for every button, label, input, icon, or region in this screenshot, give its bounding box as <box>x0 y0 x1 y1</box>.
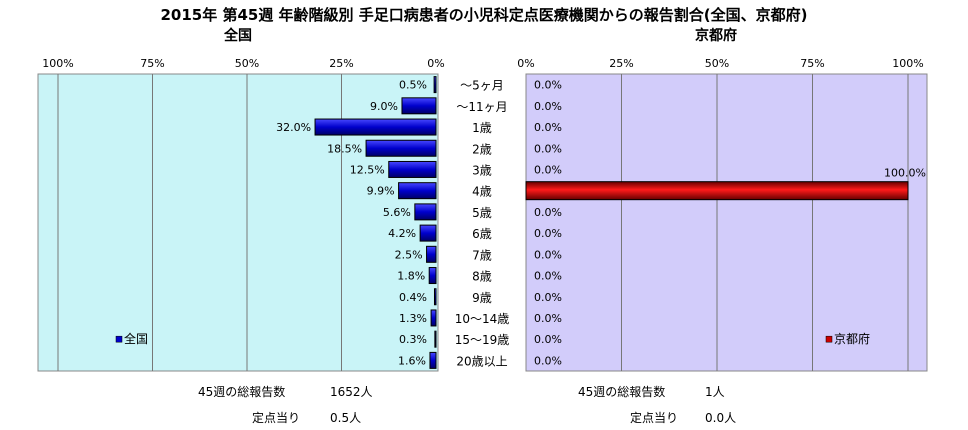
national-value-label: 18.5% <box>327 142 362 155</box>
national-bar <box>426 245 437 263</box>
national-value-label: 5.6% <box>383 206 411 219</box>
category-label: 3歳 <box>472 163 492 177</box>
kyoto-tick-label: 0% <box>517 57 534 70</box>
national-bar <box>428 267 437 285</box>
kyoto-total-value: 1人 <box>705 385 725 399</box>
kyoto-tick-label: 50% <box>705 57 729 70</box>
national-total-value: 1652人 <box>330 385 373 399</box>
national-tick-label: 0% <box>427 57 444 70</box>
national-value-label: 12.5% <box>350 163 385 176</box>
national-total-label: 45週の総報告数 <box>198 385 286 399</box>
national-bar <box>314 118 437 136</box>
kyoto-value-label: 0.0% <box>534 270 562 283</box>
kyoto-value-label: 0.0% <box>534 248 562 261</box>
category-label: 9歳 <box>472 291 492 305</box>
kyoto-value-label: 0.0% <box>534 333 562 346</box>
kyoto-value-label: 0.0% <box>534 100 562 113</box>
national-value-label: 4.2% <box>388 227 416 240</box>
kyoto-bar <box>525 181 909 201</box>
kyoto-per-value: 0.0人 <box>705 411 737 425</box>
national-bar <box>434 330 437 348</box>
national-bar <box>388 160 437 178</box>
kyoto-value-label: 0.0% <box>534 206 562 219</box>
national-tick-label: 75% <box>140 57 164 70</box>
national-bar <box>414 203 437 221</box>
national-tick-label: 50% <box>235 57 259 70</box>
kyoto-value-label: 0.0% <box>534 312 562 325</box>
kyoto-tick-label: 100% <box>892 57 923 70</box>
kyoto-legend-swatch <box>825 335 833 343</box>
national-bar <box>365 139 437 157</box>
category-label: 6歳 <box>472 227 492 241</box>
kyoto-tick-label: 75% <box>800 57 824 70</box>
category-label: 2歳 <box>472 142 492 156</box>
category-label: 15〜19歳 <box>455 333 510 347</box>
national-tick-label: 100% <box>42 57 73 70</box>
kyoto-value-label: 0.0% <box>534 79 562 92</box>
kyoto-panel-title: 京都府 <box>695 28 737 44</box>
category-label: 10〜14歳 <box>455 312 510 326</box>
national-value-label: 0.3% <box>399 333 427 346</box>
category-label: 1歳 <box>472 121 492 135</box>
national-value-label: 0.4% <box>399 291 427 304</box>
category-label: 8歳 <box>472 270 492 284</box>
kyoto-value-label: 0.0% <box>534 354 562 367</box>
category-label: 7歳 <box>472 248 492 262</box>
national-bar <box>430 309 437 327</box>
kyoto-value-label: 100.0% <box>884 167 926 180</box>
national-value-label: 9.0% <box>370 100 398 113</box>
national-value-label: 0.5% <box>399 79 427 92</box>
national-bar <box>429 351 437 369</box>
kyoto-value-label: 0.0% <box>534 163 562 176</box>
kyoto-total-label: 45週の総報告数 <box>578 385 666 399</box>
national-value-label: 32.0% <box>276 121 311 134</box>
kyoto-legend-label: 京都府 <box>834 331 870 346</box>
national-tick-label: 25% <box>329 57 353 70</box>
category-label: 20歳以上 <box>456 354 507 368</box>
category-label: 〜5ヶ月 <box>460 79 504 93</box>
kyoto-value-label: 0.0% <box>534 291 562 304</box>
national-bar <box>401 97 437 115</box>
national-panel-title: 全国 <box>224 28 252 44</box>
national-value-label: 1.3% <box>399 312 427 325</box>
national-per-label: 定点当り <box>252 411 301 425</box>
category-label: 〜11ヶ月 <box>456 100 507 114</box>
kyoto-per-label: 定点当り <box>630 411 679 425</box>
kyoto-value-label: 0.0% <box>534 227 562 240</box>
category-label: 4歳 <box>472 185 492 199</box>
national-value-label: 1.6% <box>398 354 426 367</box>
national-bar <box>433 76 437 94</box>
category-label: 5歳 <box>472 206 492 220</box>
kyoto-tick-label: 25% <box>609 57 633 70</box>
national-value-label: 2.5% <box>395 248 423 261</box>
chart-title: 2015年 第45週 年齢階級別 手足口病患者の小児科定点医療機関からの報告割合… <box>160 6 808 24</box>
national-bar <box>433 288 437 306</box>
national-per-value: 0.5人 <box>330 411 362 425</box>
national-legend-label: 全国 <box>124 331 148 346</box>
national-value-label: 1.8% <box>397 270 425 283</box>
national-bar <box>398 182 437 200</box>
kyoto-value-label: 0.0% <box>534 121 562 134</box>
kyoto-value-label: 0.0% <box>534 142 562 155</box>
national-bar <box>419 224 437 242</box>
national-legend-swatch <box>115 335 123 343</box>
national-value-label: 9.9% <box>367 185 395 198</box>
kyoto-plot-area <box>525 73 928 372</box>
